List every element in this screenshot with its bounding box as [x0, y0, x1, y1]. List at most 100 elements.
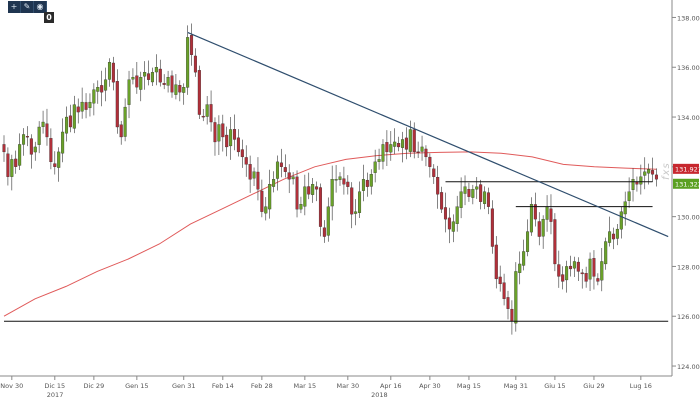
- candle-body: [315, 186, 319, 190]
- candle-body: [68, 115, 72, 128]
- x-tick-label: Mag 15: [457, 382, 481, 390]
- candle-body: [166, 77, 170, 86]
- candle-body: [533, 204, 537, 220]
- price-label-box: [673, 163, 699, 174]
- candle-body: [64, 116, 69, 134]
- candle-body: [510, 308, 514, 322]
- candle-body: [229, 129, 233, 147]
- x-tick-label: Giu 29: [583, 382, 604, 390]
- x-tick-label: Mar 30: [337, 382, 360, 390]
- candle-body: [432, 168, 436, 177]
- candle-body: [193, 55, 197, 73]
- candle-body: [217, 124, 221, 142]
- candle-body: [37, 126, 41, 145]
- candle-body: [334, 179, 338, 181]
- drawn-lines: [4, 31, 669, 322]
- candle-body: [88, 101, 92, 109]
- candle-body: [494, 244, 498, 280]
- candle-body: [568, 265, 573, 270]
- candle-body: [443, 207, 448, 220]
- candle-body: [139, 77, 143, 90]
- candle-body: [135, 75, 139, 88]
- pencil-icon[interactable]: ✎: [21, 1, 34, 13]
- candle-body: [45, 123, 49, 138]
- candle-body: [654, 174, 658, 180]
- x-tick-label: Dic 29: [83, 382, 104, 390]
- candle-body: [404, 137, 408, 150]
- y-tick-label: 138.0000: [677, 14, 700, 22]
- y-tick-label: 124.0000: [677, 363, 700, 371]
- candle-body: [346, 181, 350, 187]
- candle-body: [440, 192, 444, 210]
- candle-body: [307, 186, 311, 195]
- y-tick-label: 126.0000: [677, 313, 700, 321]
- candle-body: [447, 217, 451, 230]
- candle-body: [412, 129, 416, 153]
- y-tick-label: 134.0000: [677, 114, 700, 122]
- candle-body: [467, 189, 471, 197]
- candle-body: [61, 131, 65, 154]
- x-tick-label: Feb 14: [212, 382, 234, 390]
- candle-body: [84, 102, 88, 110]
- candle-body: [518, 263, 522, 273]
- price-label-box: [673, 178, 699, 189]
- x-tick-label: Apr 30: [419, 382, 441, 390]
- y-tick-label: 136.0000: [677, 64, 700, 72]
- candle-body: [475, 186, 479, 190]
- candle-body: [104, 79, 108, 91]
- year-label: 2017: [47, 391, 64, 399]
- candles: [2, 23, 658, 335]
- candle-body: [131, 77, 135, 80]
- candle-body: [397, 143, 401, 148]
- candle-body: [651, 170, 655, 175]
- candle-body: [342, 178, 346, 185]
- moving-average-line: [3, 151, 657, 317]
- candle-body: [596, 278, 600, 282]
- candle-body: [522, 251, 526, 266]
- candle-body: [490, 208, 494, 247]
- candle-body: [529, 204, 533, 233]
- candle-body: [57, 151, 61, 168]
- candle-body: [565, 266, 569, 281]
- candle-body: [14, 158, 18, 167]
- candle-body: [295, 176, 299, 210]
- candle-body: [373, 161, 377, 173]
- candle-body: [252, 171, 256, 179]
- candle-body: [190, 35, 194, 55]
- eye-icon[interactable]: ◉: [34, 1, 47, 13]
- candle-body: [10, 159, 14, 177]
- candle-body: [174, 84, 178, 95]
- candle-body: [600, 261, 604, 281]
- year-label: 2018: [371, 391, 388, 399]
- candle-body: [41, 121, 45, 127]
- candle-body: [115, 81, 119, 128]
- candle-body: [197, 70, 201, 115]
- candle-body: [436, 176, 440, 195]
- candle-body: [350, 187, 354, 215]
- candle-body: [377, 159, 381, 162]
- candle-body: [178, 85, 182, 93]
- candle-body: [619, 211, 623, 230]
- candle-body: [162, 83, 166, 85]
- candle-body: [541, 218, 545, 237]
- candle-body: [420, 146, 424, 152]
- candle-body: [260, 190, 264, 212]
- candle-body: [330, 179, 334, 207]
- candle-body: [608, 231, 612, 243]
- candle-body: [479, 184, 483, 202]
- candle-body: [615, 228, 619, 239]
- candle-body: [416, 151, 420, 153]
- candle-body: [604, 241, 608, 265]
- candle-body: [338, 176, 342, 180]
- candle-body: [154, 67, 158, 73]
- plus-icon[interactable]: +: [8, 1, 21, 13]
- x-tick-label: Gen 15: [125, 382, 149, 390]
- x-tick-label: Feb 28: [251, 382, 273, 390]
- candle-body: [526, 231, 530, 252]
- candle-body: [25, 136, 29, 138]
- candle-body: [592, 258, 596, 277]
- candle-body: [561, 274, 565, 282]
- x-tick-label: Apr 16: [380, 382, 402, 390]
- candle-body: [498, 276, 502, 285]
